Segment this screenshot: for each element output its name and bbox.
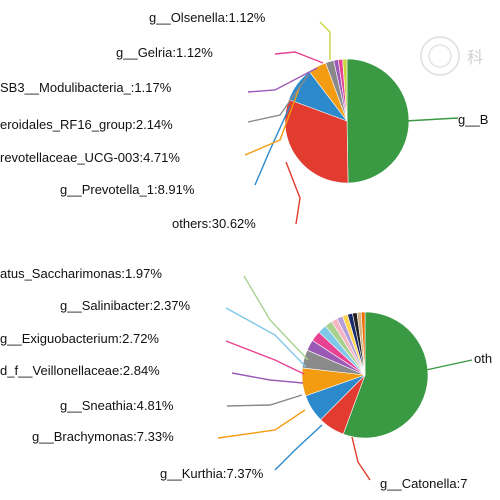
pie-slice [346,58,410,184]
leader-line [217,409,306,439]
leader-line [285,161,301,225]
watermark-text: 科 [467,50,484,67]
leader-line [243,275,309,361]
leader-line [225,340,305,375]
leader-line [351,436,371,481]
slice-label: others:30.62% [172,216,256,231]
leader-line [274,51,324,64]
leader-line [225,307,307,368]
leader-line [231,372,304,384]
slice-label: g__Catonella:7 [380,476,467,491]
slice-label: g__Prevotella_1:8.91% [60,182,195,197]
leader-line [319,21,331,60]
slice-label: g__Exiguobacterium:2.72% [0,331,159,346]
slice-label: eroidales_RF16_group:2.14% [0,117,173,132]
slice-label: oth [474,351,492,366]
leader-line [254,105,291,186]
slice-label: d_f__Veillonellaceae:2.84% [0,363,160,378]
pie-chart-bottom: oth g__Catonella:7 g__Kurthia:7.37% g__Brac… [0,266,492,491]
pie-chart-top: g__B others:30.62% g__Prevotella_1:8.91% re… [0,10,488,231]
leader-line [404,117,459,122]
leader-line [274,424,323,471]
slice-label: g__Olsenella:1.12% [149,10,266,25]
slice-label: g__Kurthia:7.37% [160,466,264,481]
leader-line [244,85,301,156]
pie-slice [342,58,348,122]
slice-label: g__Brachymonas:7.33% [32,429,174,444]
slice-label: g__Sneathia:4.81% [60,398,174,413]
leader-line [425,359,473,371]
slice-label: revotellaceae_UCG-003:4.71% [0,150,180,165]
slice-label: g__Salinibacter:2.37% [60,298,191,313]
watermark-logo-icon [420,36,460,76]
slice-label: g__B [458,112,488,127]
pie-slice [342,311,429,439]
pie-slice [284,99,349,184]
slice-label: atus_Saccharimonas:1.97% [0,266,162,281]
slice-label: g__Gelria:1.12% [116,45,213,60]
leader-line [247,67,318,93]
leader-line [247,73,310,123]
pie-slice [360,311,366,376]
leader-line [226,394,303,407]
slice-label: SB3__Modulibacteria_:1.17% [0,80,172,95]
